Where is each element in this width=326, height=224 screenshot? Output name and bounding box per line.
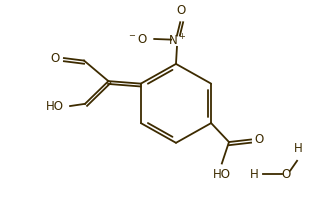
Text: HO: HO xyxy=(46,101,64,114)
Text: $^-$O: $^-$O xyxy=(126,33,148,46)
Text: H: H xyxy=(250,168,259,181)
Text: N$^+$: N$^+$ xyxy=(168,34,186,49)
Text: O: O xyxy=(176,4,185,17)
Text: O: O xyxy=(51,52,60,65)
Text: O: O xyxy=(282,168,291,181)
Text: O: O xyxy=(254,133,263,146)
Text: H: H xyxy=(294,142,303,155)
Text: HO: HO xyxy=(213,168,231,181)
